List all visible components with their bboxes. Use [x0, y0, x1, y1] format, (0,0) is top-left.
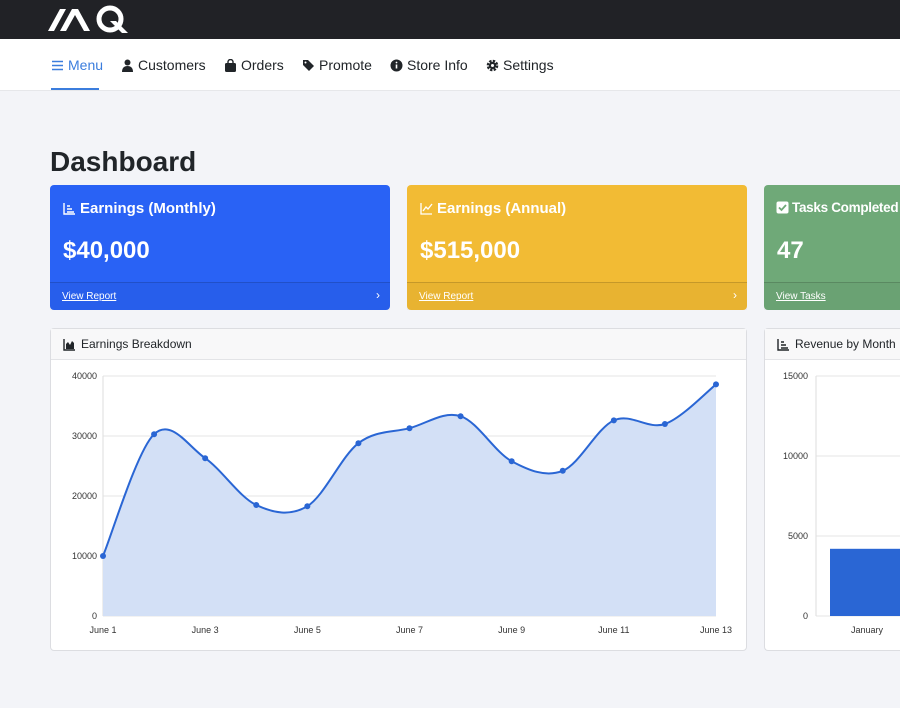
x-tick-label: June 1	[89, 625, 116, 635]
view-tasks-link[interactable]: View Tasks	[776, 291, 826, 302]
x-tick-label: June 13	[700, 625, 732, 635]
info-circle-icon	[390, 59, 403, 71]
top-bar	[0, 0, 900, 39]
data-point	[100, 553, 106, 559]
nav-label: Menu	[68, 57, 104, 73]
tasks-completed-card: Tasks Completed 47 View Tasks	[764, 185, 900, 310]
x-tick-label: June 11	[598, 625, 629, 635]
nav-menu[interactable]: Menu	[51, 57, 103, 73]
y-tick-label: 15000	[783, 371, 808, 381]
y-tick-label: 10000	[783, 451, 808, 461]
area-chart-icon	[63, 338, 75, 351]
earnings-monthly-card: Earnings (Monthly) $40,000 View Report ›	[50, 185, 390, 310]
line-chart-icon	[420, 203, 433, 215]
data-point	[202, 455, 209, 462]
data-point	[713, 381, 719, 388]
main-nav: Menu Customers Orders Promote Store Info…	[0, 39, 900, 91]
data-point	[610, 417, 617, 424]
nav-label: Orders	[241, 57, 284, 73]
card-value: 47	[777, 237, 804, 264]
earnings-line-chart: 0 10000 20000 30000 40000 June 1 June 3 June 5 J…	[72, 371, 732, 635]
nav-customers[interactable]: Customers	[121, 57, 206, 73]
card-title: Earnings (Monthly)	[80, 200, 216, 217]
data-point	[355, 440, 362, 447]
nav-orders[interactable]: Orders	[224, 57, 284, 73]
card-value: $515,000	[420, 237, 521, 264]
data-point	[304, 503, 311, 510]
y-tick-label: 40000	[72, 371, 97, 381]
page-title: Dashboard	[50, 146, 197, 177]
shopping-bag-icon	[225, 58, 236, 72]
card-title: Tasks Completed	[792, 200, 899, 215]
data-point	[151, 431, 158, 438]
active-tab-indicator	[51, 88, 99, 90]
y-tick-label: 0	[803, 611, 808, 621]
nav-label: Settings	[503, 57, 554, 73]
data-point	[253, 502, 260, 508]
nav-label: Promote	[319, 57, 372, 73]
nav-label: Customers	[138, 57, 206, 73]
y-tick-label: 5000	[788, 531, 808, 541]
brand-logo[interactable]	[46, 4, 130, 34]
x-tick-label: June 5	[294, 625, 321, 635]
revenue-bar-chart: 0 5000 10000 15000 January	[783, 371, 900, 635]
data-point	[406, 425, 413, 432]
x-tick-label: June 3	[192, 625, 219, 635]
gear-icon	[486, 59, 499, 71]
area-fill	[103, 384, 716, 616]
nav-store-info[interactable]: Store Info	[390, 57, 468, 73]
y-tick-label: 0	[92, 611, 97, 621]
panel-title: Revenue by Month	[795, 337, 896, 351]
y-tick-label: 20000	[72, 491, 97, 501]
y-tick-label: 30000	[72, 431, 97, 441]
bars-icon	[52, 60, 63, 70]
check-square-icon	[776, 201, 789, 214]
earnings-breakdown-panel: Earnings Breakdown 0 10000 20000 30000 40000…	[50, 328, 747, 651]
revenue-by-month-panel: Revenue by Month 0 5000 10000 15000 January	[764, 328, 900, 651]
nav-settings[interactable]: Settings	[486, 57, 554, 73]
nav-promote[interactable]: Promote	[302, 57, 372, 73]
earnings-annual-card: Earnings (Annual) $515,000 View Report ›	[407, 185, 747, 310]
view-report-link[interactable]: View Report	[419, 291, 474, 302]
x-tick-label: June 7	[396, 625, 423, 635]
data-point	[661, 421, 668, 427]
bar-chart-icon	[63, 203, 75, 215]
y-tick-label: 10000	[72, 551, 97, 561]
bar	[830, 548, 900, 616]
data-point	[559, 467, 566, 474]
tag-icon	[303, 59, 314, 71]
user-icon	[122, 59, 133, 72]
nav-label: Store Info	[407, 57, 468, 73]
x-tick-label: January	[851, 625, 884, 635]
data-point	[457, 413, 464, 420]
panel-title: Earnings Breakdown	[81, 337, 192, 351]
bar-chart-icon	[777, 338, 789, 351]
view-report-link[interactable]: View Report	[62, 291, 117, 302]
card-value: $40,000	[63, 237, 150, 264]
card-title: Earnings (Annual)	[437, 200, 567, 217]
chevron-right-icon[interactable]: ›	[733, 288, 737, 302]
x-tick-label: June 9	[498, 625, 525, 635]
data-point	[508, 458, 515, 465]
chevron-right-icon[interactable]: ›	[376, 288, 380, 302]
